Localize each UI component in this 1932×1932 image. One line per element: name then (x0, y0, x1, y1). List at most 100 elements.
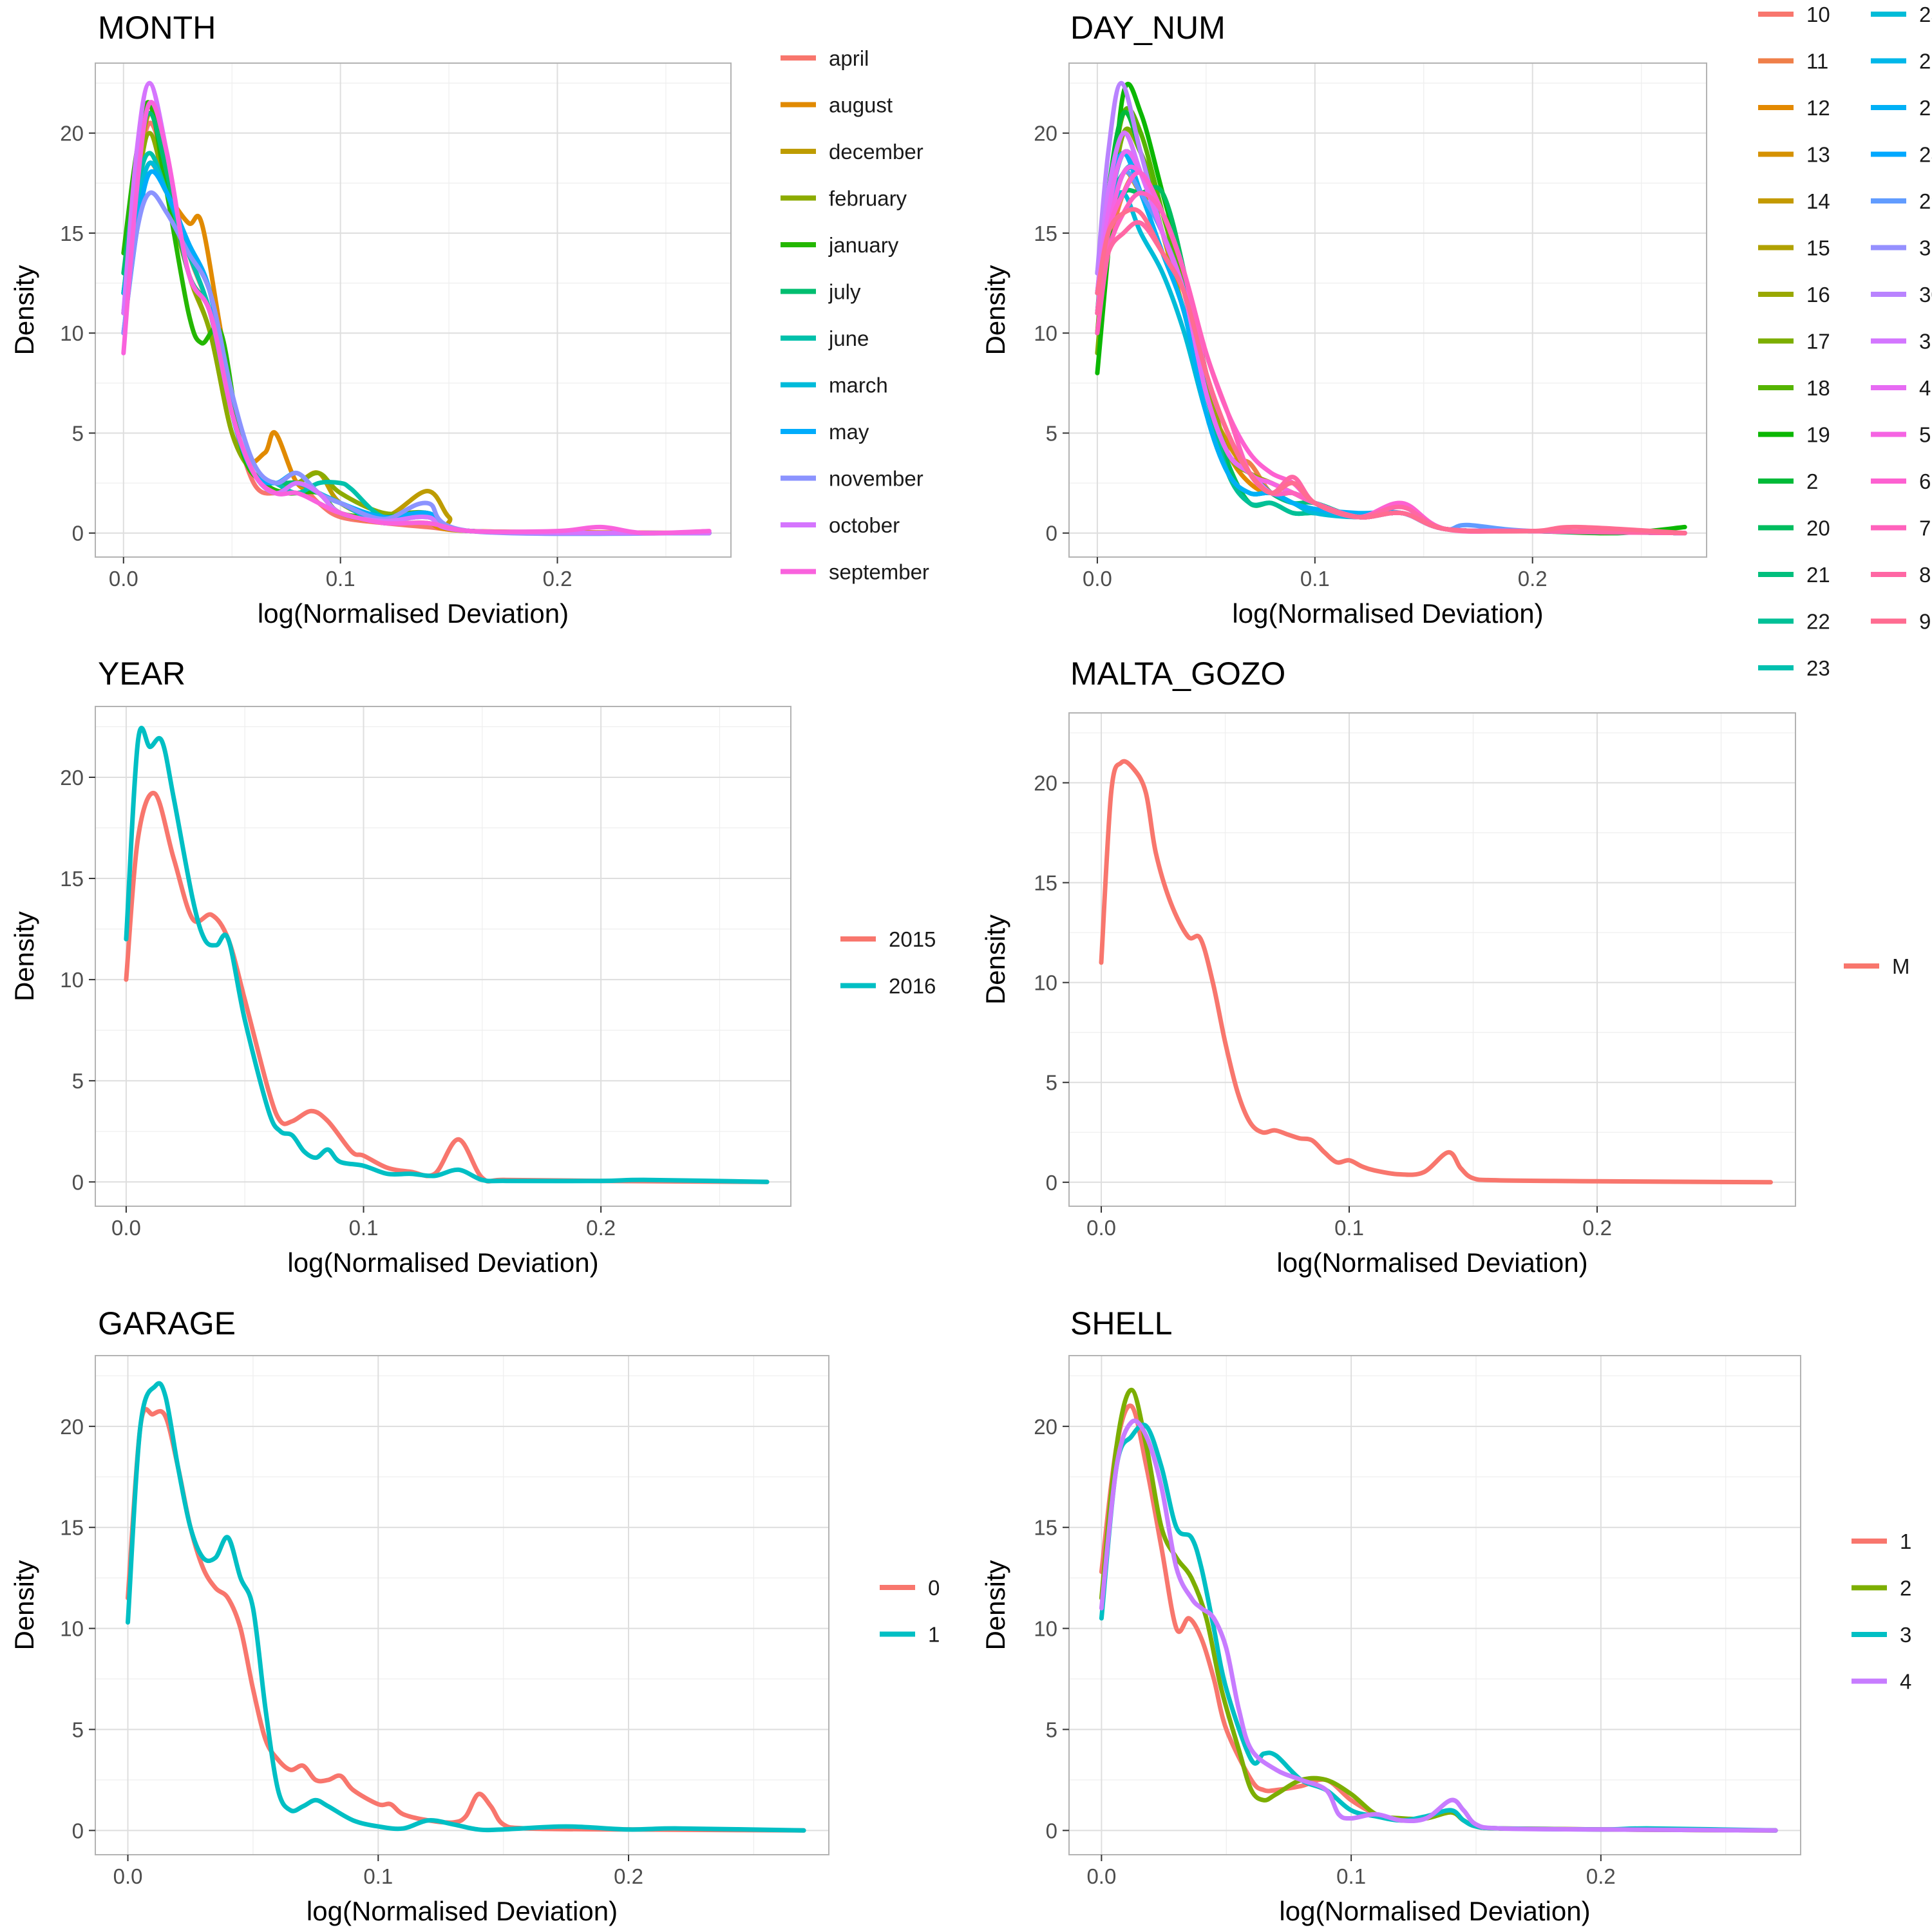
legend-item: 20 (1758, 516, 1830, 540)
legend: M (1844, 954, 1910, 978)
legend-item: 5 (1871, 423, 1931, 447)
series-line-29 (1095, 169, 1687, 536)
legend-label: 17 (1806, 330, 1830, 354)
legend-item: 18 (1758, 376, 1830, 400)
legend-item: 22 (1758, 610, 1830, 634)
y-tick-label: 5 (1046, 1718, 1057, 1741)
gridlines (1069, 63, 1707, 557)
y-tick-label: 15 (1034, 1516, 1057, 1540)
y-tick-label: 15 (60, 1516, 84, 1540)
gridlines (95, 63, 731, 557)
y-tick-label: 5 (72, 421, 84, 445)
legend-item: march (781, 374, 888, 397)
legend-label: 4 (1900, 1670, 1911, 1694)
x-tick-label: 0.2 (586, 1216, 616, 1240)
panel-title: YEAR (98, 656, 185, 692)
legend-label: 7 (1919, 516, 1931, 540)
legend: 10 11 12 13 14 15 16 17 18 19 2 20 21 22 23 25 26 27 28 29 3… (1758, 3, 1932, 680)
y-tick-label: 0 (1046, 522, 1057, 545)
plot-frame (95, 62, 732, 558)
series-line-16 (1095, 164, 1687, 536)
x-axis-label: log(Normalised Deviation) (1279, 1896, 1590, 1926)
legend-item: 30 (1871, 283, 1932, 307)
legend-item: 26 (1871, 50, 1932, 73)
y-tick-label: 20 (60, 766, 84, 790)
y-tick-label: 0 (72, 1819, 84, 1842)
gridlines (1069, 713, 1795, 1206)
legend-label: august (829, 93, 893, 117)
legend-label: 21 (1806, 563, 1830, 587)
x-tick-label: 0.1 (326, 567, 355, 591)
legend-item: 13 (1758, 143, 1830, 167)
x-tick-label: 0.1 (1334, 1216, 1364, 1240)
series-line-21 (1095, 164, 1687, 536)
legend-item: 0 (880, 1576, 940, 1600)
legend: april august december february january july ju… (781, 46, 929, 584)
legend-label: 6 (1919, 469, 1931, 493)
series-lines (124, 726, 770, 1184)
legend-item: 29 (1871, 189, 1932, 213)
series-line-7 (1095, 191, 1687, 536)
legend-label: 10 (1806, 3, 1830, 26)
legend-label: 0 (928, 1576, 940, 1600)
legend-item: 23 (1758, 656, 1830, 680)
legend-item: 2 (1852, 1577, 1911, 1600)
legend-item: 17 (1758, 330, 1830, 354)
y-axis-label: Density (980, 914, 1010, 1005)
chart-panel-malta-gozo: 0.0 0.1 0.2 0 5 10 15 20 MALTA_GOZO log(Normalise… (980, 656, 1910, 1278)
legend-item: 19 (1758, 423, 1830, 447)
legend-label: 2016 (889, 974, 936, 998)
x-tick-label: 0.1 (363, 1864, 393, 1888)
legend-item: 12 (1758, 96, 1830, 120)
legend-item: M (1844, 954, 1910, 978)
legend-label: 27 (1919, 96, 1932, 120)
legend-label: 20 (1806, 516, 1830, 540)
legend-label: march (829, 374, 888, 397)
panel-title: MONTH (98, 10, 216, 46)
series-lines (1095, 80, 1687, 536)
legend-label: 3 (1919, 236, 1931, 260)
y-tick-label: 5 (72, 1069, 84, 1093)
legend-label: 30 (1919, 283, 1932, 307)
legend-item: 1 (880, 1623, 940, 1647)
series-line-10 (1095, 169, 1687, 536)
legend-label: september (829, 560, 929, 584)
plot-frame (95, 1355, 829, 1855)
legend: 2015 2016 (840, 927, 936, 998)
legend-item: december (781, 140, 923, 164)
series-line-23 (1095, 163, 1687, 536)
y-tick-label: 10 (60, 1617, 84, 1641)
y-tick-label: 20 (60, 122, 84, 146)
x-tick-label: 0.0 (111, 1216, 141, 1240)
legend-label: 26 (1919, 50, 1932, 73)
y-tick-label: 15 (60, 867, 84, 891)
y-tick-label: 15 (1034, 222, 1057, 245)
y-tick-label: 10 (60, 968, 84, 992)
panel-title: DAY_NUM (1070, 10, 1226, 46)
series-line-M (1099, 759, 1773, 1185)
legend-label: 4 (1919, 376, 1931, 400)
legend-item: 1 (1852, 1530, 1911, 1553)
x-axis-label: log(Normalised Deviation) (287, 1247, 598, 1278)
legend: 01 (880, 1576, 940, 1647)
chart-panel-year: 0.0 0.1 0.2 0 5 10 15 20 YEAR log(Normalised Devi… (9, 656, 936, 1278)
legend-item: may (781, 420, 869, 444)
legend-item: 16 (1758, 283, 1830, 307)
legend-label: december (829, 140, 923, 164)
series-line-november (121, 190, 712, 536)
legend: 1 2 3 4 (1852, 1530, 1911, 1694)
series-line-6 (1095, 170, 1687, 536)
legend-item: january (781, 233, 899, 257)
legend-label: 12 (1806, 96, 1830, 120)
y-axis-label: Density (980, 1560, 1010, 1650)
legend-item: 8 (1871, 563, 1931, 587)
legend-item: october (781, 513, 900, 537)
series-line-4 (1099, 1418, 1778, 1833)
legend-item: 25 (1871, 3, 1932, 26)
legend-label: 2 (1900, 1577, 1911, 1600)
legend-item: 9 (1871, 610, 1931, 634)
x-tick-label: 0.1 (1300, 567, 1330, 591)
x-tick-label: 0.0 (1083, 567, 1112, 591)
chart-panel-month: 0.0 0.1 0.2 0 5 10 15 20 MONTH log(Normalised Dev… (9, 10, 929, 629)
legend-label: 18 (1806, 376, 1830, 400)
